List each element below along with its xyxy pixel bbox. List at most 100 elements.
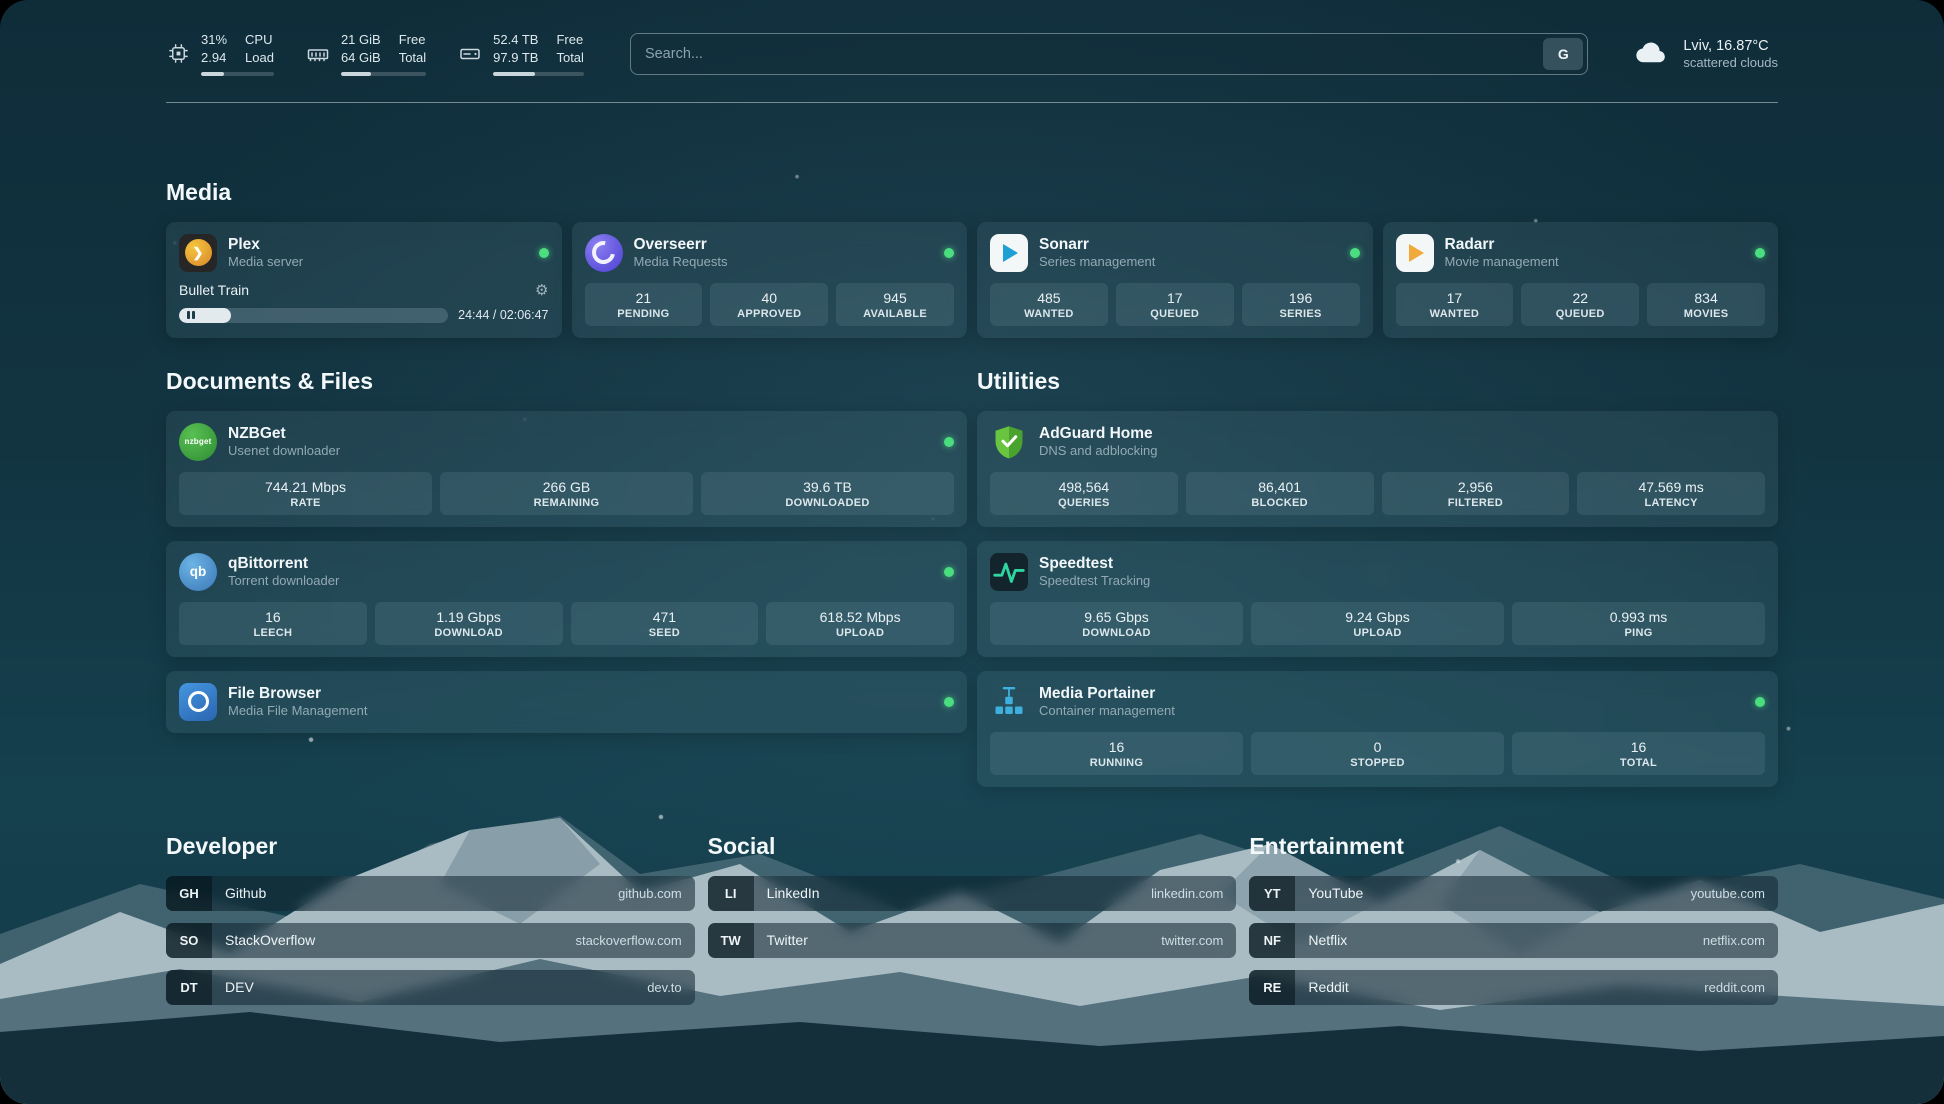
gear-icon[interactable]: ⚙ <box>535 281 549 299</box>
status-dot <box>538 247 549 258</box>
service-name: AdGuard Home <box>1039 424 1153 442</box>
system-widgets: 31% CPU 2.94 Load <box>166 32 584 76</box>
cpu-icon <box>166 42 190 66</box>
bookmark-linkedin[interactable]: LI LinkedIn linkedin.com <box>707 875 1237 911</box>
group-entertainment: Entertainment YT YouTube youtube.com NF … <box>1249 833 1778 1005</box>
group-title-documents: Documents & Files <box>166 367 374 394</box>
memory-total-label: Total <box>398 49 427 65</box>
service-subtitle: Media Requests <box>633 254 728 270</box>
bookmark-abbr: DT <box>166 969 212 1005</box>
stat-upload: 9.24 Gbps UPLOAD <box>1251 601 1504 645</box>
bookmark-dev[interactable]: DT DEV dev.to <box>166 969 695 1005</box>
bookmark-abbr: SO <box>166 922 212 958</box>
stat-rate: 744.21 Mbps RATE <box>179 471 432 515</box>
service-card-sonarr[interactable]: Sonarr Series management 485 WANTED 17 Q… <box>977 221 1373 338</box>
stat-running: 16 RUNNING <box>990 731 1243 775</box>
cpu-progress-fill <box>201 71 224 76</box>
bookmark-reddit[interactable]: RE Reddit reddit.com <box>1249 969 1778 1005</box>
memory-progress-fill <box>340 71 371 76</box>
search-provider-button[interactable]: G <box>1543 37 1584 70</box>
bookmark-stackoverflow[interactable]: SO StackOverflow stackoverflow.com <box>166 922 695 958</box>
bookmark-github[interactable]: GH Github github.com <box>166 875 695 911</box>
service-subtitle: Movie management <box>1444 254 1559 270</box>
bookmark-abbr: TW <box>707 922 754 958</box>
top-bar: 31% CPU 2.94 Load <box>166 32 1778 76</box>
stat-download: 9.65 Gbps DOWNLOAD <box>990 601 1243 645</box>
disk-progress-fill <box>493 71 535 76</box>
service-name: File Browser <box>228 684 322 702</box>
service-card-filebrowser[interactable]: File Browser Media File Management <box>166 670 967 733</box>
service-name: Overseerr <box>633 235 707 253</box>
service-card-plex[interactable]: ❯ Plex Media server Bullet Train ⚙ <box>166 221 562 338</box>
bookmark-youtube[interactable]: YT YouTube youtube.com <box>1249 875 1778 911</box>
bookmark-twitter[interactable]: TW Twitter twitter.com <box>707 922 1237 958</box>
service-card-radarr[interactable]: Radarr Movie management 17 WANTED 22 QUE… <box>1382 221 1778 338</box>
stat-queued: 17 QUEUED <box>1115 282 1234 326</box>
stat-leech: 16 LEECH <box>179 601 367 645</box>
stat-total: 16 TOTAL <box>1512 731 1765 775</box>
weather-widget: Lviv, 16.87°C scattered clouds <box>1634 36 1778 71</box>
portainer-icon <box>990 683 1028 721</box>
bookmark-url: youtube.com <box>1690 885 1765 901</box>
service-card-qbittorrent[interactable]: qb qBittorrent Torrent downloader 16 LEE… <box>166 540 967 657</box>
stat-wanted: 485 WANTED <box>990 282 1108 326</box>
stat-seed: 471 SEED <box>570 601 759 645</box>
bookmark-url: linkedin.com <box>1151 885 1224 901</box>
service-subtitle: Media File Management <box>228 703 368 719</box>
memory-free: 21 GiB <box>340 32 381 47</box>
search-input[interactable] <box>634 45 1544 62</box>
bookmark-abbr: LI <box>707 875 754 911</box>
filebrowser-icon <box>179 682 217 721</box>
pause-icon[interactable] <box>187 311 195 320</box>
cpu-load-label: Load <box>245 49 274 65</box>
group-documents: Documents & Files nzbget NZBGet Usenet d… <box>166 368 967 787</box>
stat-approved: 40 APPROVED <box>710 282 829 326</box>
status-dot <box>1755 696 1765 707</box>
bookmark-url: netflix.com <box>1702 932 1765 948</box>
header-divider <box>166 101 1778 103</box>
service-subtitle: DNS and adblocking <box>1039 443 1158 459</box>
service-card-overseerr[interactable]: Overseerr Media Requests 21 PENDING 40 A… <box>571 221 967 338</box>
service-card-portainer[interactable]: Media Portainer Container management 16 … <box>977 670 1778 787</box>
bookmark-abbr: YT <box>1249 875 1296 911</box>
cpu-label: CPU <box>245 32 273 47</box>
service-card-nzbget[interactable]: nzbget NZBGet Usenet downloader 744.21 M… <box>166 410 967 527</box>
adguard-shield-icon <box>990 423 1028 461</box>
memory-progress-bar <box>340 71 427 76</box>
nzbget-icon: nzbget <box>179 422 217 461</box>
weather-condition: scattered clouds <box>1683 54 1778 70</box>
stat-remaining: 266 GB REMAINING <box>440 471 693 515</box>
bookmark-netflix[interactable]: NF Netflix netflix.com <box>1249 922 1778 958</box>
status-dot <box>944 696 954 707</box>
disk-total: 97.9 TB <box>493 49 539 65</box>
bookmark-name: Reddit <box>1308 979 1349 996</box>
bookmark-url: stackoverflow.com <box>575 932 682 948</box>
group-social: Social LI LinkedIn linkedin.com TW Twitt… <box>707 833 1237 1005</box>
bookmark-abbr: RE <box>1249 969 1296 1005</box>
group-media: Media ❯ Plex Media server <box>166 179 1778 338</box>
group-utilities: Utilities <box>977 368 1778 787</box>
stat-pending: 21 PENDING <box>584 282 703 326</box>
radarr-icon <box>1395 233 1434 272</box>
stat-movies: 834 MOVIES <box>1647 282 1765 326</box>
bookmark-url: twitter.com <box>1161 932 1224 948</box>
bookmark-url: github.com <box>618 885 682 901</box>
stat-upload: 618.52 Mbps UPLOAD <box>766 601 954 645</box>
speedtest-icon <box>990 552 1028 591</box>
plex-progress-bar[interactable] <box>179 307 449 323</box>
qbittorrent-icon: qb <box>179 552 217 591</box>
service-name: Speedtest <box>1039 554 1114 572</box>
service-name: Media Portainer <box>1039 684 1156 702</box>
bookmark-abbr: GH <box>166 875 212 911</box>
stat-latency: 47.569 ms LATENCY <box>1577 471 1765 515</box>
status-dot <box>1349 247 1360 258</box>
stat-blocked: 86,401 BLOCKED <box>1185 471 1374 515</box>
bookmark-name: StackOverflow <box>225 932 316 949</box>
cpu-widget: 31% CPU 2.94 Load <box>166 32 274 76</box>
plex-chevron-icon: ❯ <box>184 239 212 267</box>
bookmark-name: Twitter <box>766 932 808 949</box>
stat-available: 945 AVAILABLE <box>836 282 954 326</box>
group-title-developer: Developer <box>166 832 278 859</box>
service-card-speedtest[interactable]: Speedtest Speedtest Tracking 9.65 Gbps D… <box>977 540 1778 657</box>
service-card-adguard[interactable]: AdGuard Home DNS and adblocking 498,564 … <box>977 410 1778 527</box>
